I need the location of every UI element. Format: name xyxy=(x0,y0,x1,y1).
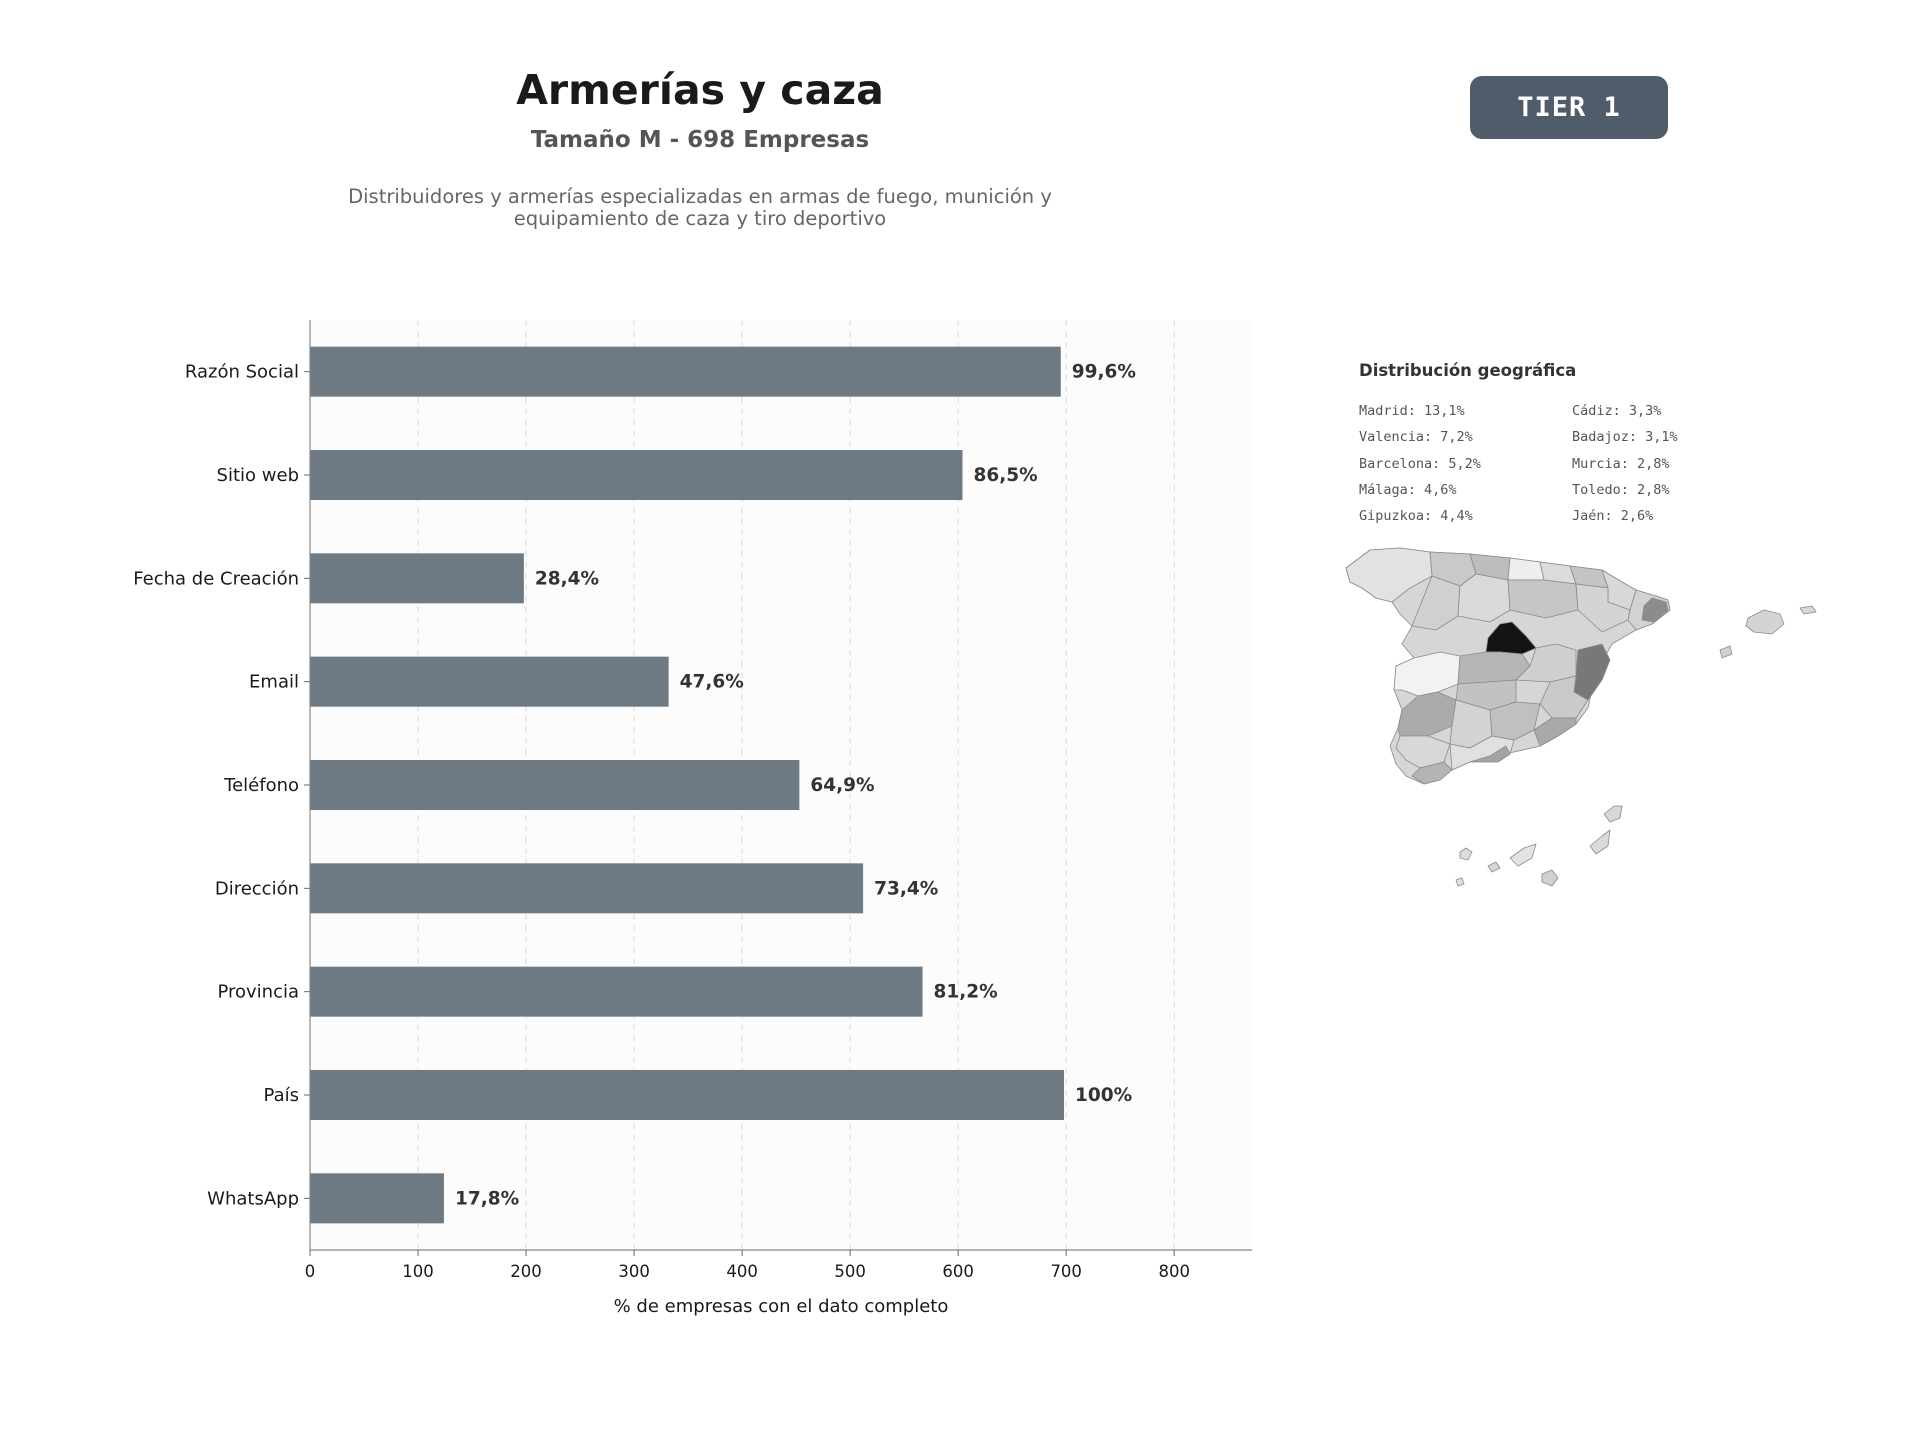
data-label: 17,8% xyxy=(455,1188,519,1209)
geo-item: Valencia: 7,2% xyxy=(1359,429,1473,446)
bar xyxy=(310,760,800,810)
geo-item: Jaén: 2,6% xyxy=(1572,508,1654,525)
bar xyxy=(310,966,923,1017)
map-balearic-mallorca xyxy=(1745,609,1785,635)
bar-chart: 99,6% Razón Social 86,5% Sitio web 28,4% Fech… xyxy=(133,320,1252,1317)
data-label: 81,2% xyxy=(934,982,998,1003)
map-province xyxy=(1515,643,1577,683)
bar xyxy=(310,656,669,707)
geo-item: Murcia: 2,8% xyxy=(1572,455,1670,472)
geo-item: Madrid: 13,1% xyxy=(1359,403,1465,419)
data-label: 100% xyxy=(1075,1085,1132,1106)
y-tick-label: Email xyxy=(249,672,299,693)
bar xyxy=(310,346,1061,397)
y-tick-label: Dirección xyxy=(215,878,299,899)
map-province xyxy=(1457,573,1511,623)
bar xyxy=(310,553,524,604)
map-canary-island xyxy=(1603,805,1623,823)
bar xyxy=(310,450,963,500)
bar xyxy=(310,1070,1065,1120)
map-province xyxy=(1641,597,1669,623)
map-province xyxy=(1411,761,1453,785)
y-tick-label: Sitio web xyxy=(217,465,299,486)
x-axis-label: % de empresas con el dato completo xyxy=(614,1296,949,1317)
bar xyxy=(310,1173,444,1224)
geo-distribution-title: Distribución geográfica xyxy=(1359,361,1577,380)
y-tick-label: País xyxy=(264,1085,299,1106)
map-province-valencia xyxy=(1573,643,1611,701)
data-label: 73,4% xyxy=(874,878,938,899)
page-description: Distribuidores y armerías especializadas… xyxy=(300,186,1100,230)
map-province xyxy=(1345,547,1433,603)
map-canary-island xyxy=(1589,829,1611,855)
geo-item: Badajoz: 3,1% xyxy=(1572,429,1678,446)
x-tick-label: 0 xyxy=(305,1262,316,1281)
data-label: 64,9% xyxy=(810,775,874,796)
page-title: Armerías y caza xyxy=(516,66,884,114)
map-balearic-menorca xyxy=(1799,605,1817,615)
description-line-1: Distribuidores y armerías especializadas… xyxy=(348,185,1052,208)
y-tick-label: Teléfono xyxy=(223,775,299,796)
geo-item: Barcelona: 5,2% xyxy=(1359,455,1481,472)
data-label: 99,6% xyxy=(1072,362,1136,383)
geo-item: Cádiz: 3,3% xyxy=(1572,403,1662,419)
bar xyxy=(310,863,864,914)
map-canary-island xyxy=(1459,847,1473,861)
map-province xyxy=(1393,651,1461,697)
map-province xyxy=(1539,675,1589,719)
geo-list-left: Madrid: 13,1% Valencia: 7,2% Barcelona: … xyxy=(1359,398,1481,529)
x-tick-label: 200 xyxy=(510,1262,542,1281)
x-tick-label: 700 xyxy=(1050,1262,1082,1281)
tier-badge: TIER 1 xyxy=(1470,76,1668,139)
map-balearic-ibiza xyxy=(1719,645,1733,659)
y-tick-label: Fecha de Creación xyxy=(133,568,299,589)
x-tick-label: 300 xyxy=(618,1262,650,1281)
data-label: 47,6% xyxy=(680,672,744,693)
data-label: 86,5% xyxy=(973,465,1037,486)
description-line-2: equipamiento de caza y tiro deportivo xyxy=(513,207,887,230)
geo-list-right: Cádiz: 3,3% Badajoz: 3,1% Murcia: 2,8% T… xyxy=(1572,398,1678,529)
spain-province-map xyxy=(1345,547,1817,887)
map-canary-island xyxy=(1541,869,1559,887)
x-tick-label: 400 xyxy=(726,1262,758,1281)
geo-item: Toledo: 2,8% xyxy=(1572,481,1670,498)
x-tick-label: 100 xyxy=(402,1262,434,1281)
y-tick-label: WhatsApp xyxy=(207,1188,299,1209)
x-tick-label: 800 xyxy=(1158,1262,1190,1281)
map-province xyxy=(1469,745,1511,763)
geo-item: Gipuzkoa: 4,4% xyxy=(1359,508,1473,525)
map-canary-island xyxy=(1487,861,1501,873)
page-subtitle: Tamaño M - 698 Empresas xyxy=(530,127,870,153)
geo-item: Málaga: 4,6% xyxy=(1359,481,1457,498)
map-canary-island xyxy=(1455,877,1465,887)
x-tick-label: 600 xyxy=(942,1262,974,1281)
y-tick-label: Razón Social xyxy=(185,362,299,383)
y-tick-label: Provincia xyxy=(217,982,299,1003)
map-province xyxy=(1575,583,1631,633)
map-province xyxy=(1507,557,1545,581)
x-tick-label: 500 xyxy=(834,1262,866,1281)
map-canary-island xyxy=(1509,843,1537,867)
data-label: 28,4% xyxy=(535,568,599,589)
